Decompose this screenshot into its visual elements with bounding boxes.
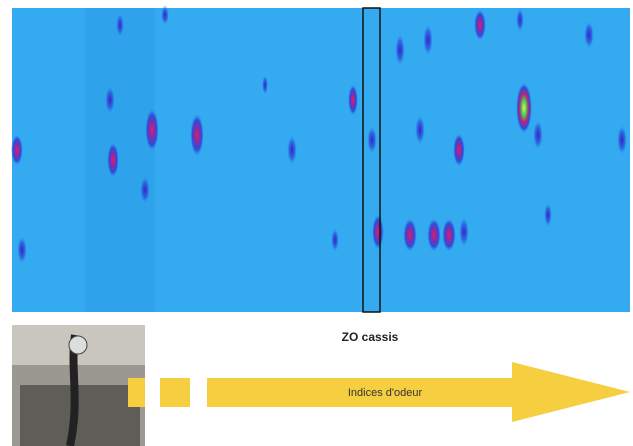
peak	[474, 9, 486, 41]
heatmap-band	[85, 8, 155, 312]
photo	[12, 325, 145, 446]
peak	[17, 236, 27, 264]
peak	[617, 125, 627, 155]
peak	[348, 84, 358, 116]
photo-bench	[20, 385, 140, 446]
figure: ZO cassis Indices d'odeur	[0, 0, 633, 446]
page: ZO cassis Indices d'odeur (() => { const…	[0, 0, 633, 446]
peak	[116, 13, 124, 37]
photo-device	[69, 336, 87, 354]
peak	[584, 21, 594, 49]
peak	[161, 5, 169, 25]
peak	[423, 24, 433, 56]
arrow-label: Indices d'odeur	[348, 387, 423, 399]
heatmap	[11, 5, 630, 312]
peak	[190, 113, 204, 157]
arrow-segment	[128, 378, 145, 407]
peak	[372, 214, 384, 250]
peak	[395, 34, 405, 66]
peak	[145, 108, 159, 152]
heatmap-caption: ZO cassis	[342, 330, 399, 344]
peak	[459, 217, 469, 247]
peak	[367, 126, 377, 154]
peak	[107, 142, 119, 178]
peak	[533, 120, 543, 150]
peak	[544, 203, 552, 227]
peak	[516, 8, 524, 32]
arrow-segment	[160, 378, 190, 407]
peak	[331, 228, 339, 252]
peak	[140, 176, 150, 204]
peak	[453, 133, 465, 167]
peak	[287, 135, 297, 165]
peak	[442, 218, 456, 252]
peak	[427, 218, 441, 252]
peak	[415, 115, 425, 145]
peak	[105, 86, 115, 114]
peak	[262, 75, 268, 95]
peak	[11, 134, 23, 166]
peak	[516, 82, 532, 134]
peak	[403, 218, 417, 252]
